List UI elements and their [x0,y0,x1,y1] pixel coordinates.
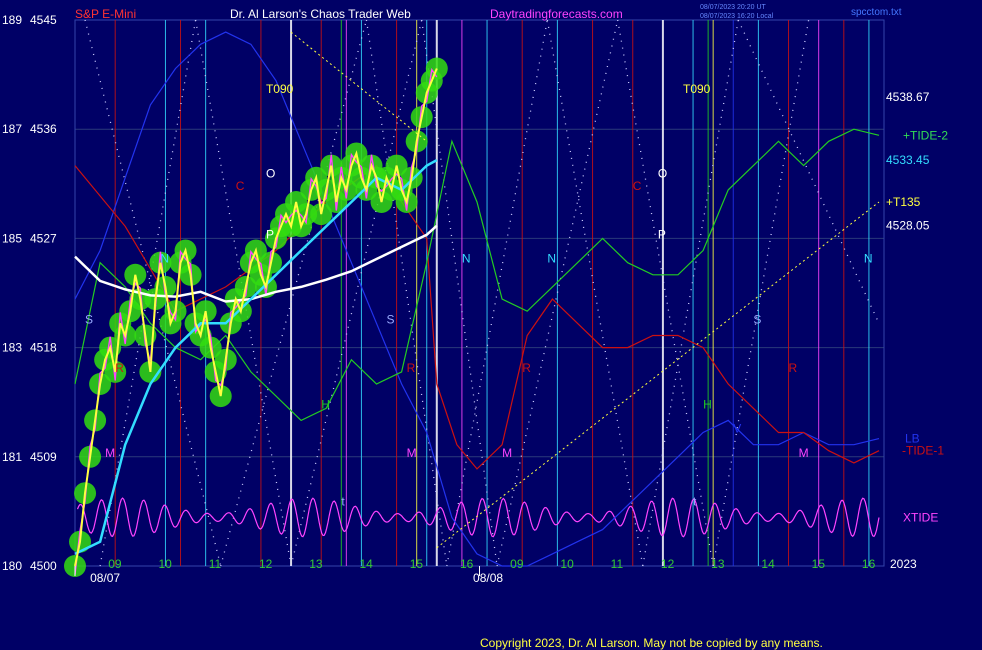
price-bars [74,67,438,575]
chart-marker-label: N [160,252,169,266]
dotted-cycle-line [365,19,448,567]
chart-marker-label: C [236,179,245,193]
chart-marker-label: R [789,361,798,375]
x-date: 08/08 [473,571,503,585]
x-tick-hour: 14 [359,557,373,571]
y-tick-price: 4509 [30,450,57,464]
x-tick-hour: 16 [862,557,876,571]
x-tick-hour: 12 [661,557,675,571]
y-tick-angle: 180 [2,559,22,573]
timestamp-local: 08/07/2023 16:20 Local [700,13,774,20]
dotted-cycles [84,19,880,567]
xtide-line [76,497,880,538]
y-tick-angle: 187 [2,122,22,136]
chart-marker-label: S [85,312,93,326]
right-label: XTIDE [903,510,938,524]
x-tick-hour: 15 [410,557,424,571]
x-tick-hour: 14 [761,557,775,571]
data-filename: spcctom.txt [851,7,902,18]
chart-marker-label: N [547,252,556,266]
y-tick-angle: 181 [2,450,22,464]
x-tick-hour: 10 [158,557,172,571]
t135-line [436,201,880,549]
chart-marker-label: t [341,494,345,508]
x-tick-hour: 10 [560,557,574,571]
chart-marker-label: M [799,446,809,460]
dotted-cycle-line [446,19,548,567]
chart-marker-label: t [693,494,697,508]
x-tick-hour: 09 [510,557,524,571]
y-tick-price: 4536 [30,122,57,136]
series-white-average [74,224,438,303]
chart-marker-label: N [864,252,873,266]
timestamp-ut: 08/07/2023 20:20 UT [700,4,766,11]
chart-marker-label: R [522,361,531,375]
chart-marker-label: M [407,446,417,460]
x-tick-hour: 15 [812,557,826,571]
copyright: Copyright 2023, Dr. Al Larson. May not b… [480,636,823,650]
right-label: LB [905,432,920,446]
right-label: +TIDE-2 [903,128,948,142]
chart-marker-label: M [502,446,512,460]
axes: 189 4545 187 4536 185 4527 183 4518 181 4509 180 45… [2,13,917,585]
y-tick-angle: 189 [2,13,22,27]
chart-marker-label: V [733,422,741,436]
x-tick-hour: 09 [108,557,122,571]
y-tick-price: 4518 [30,341,57,355]
y-tick-price: 4545 [30,13,57,27]
x-tick-hour: 13 [309,557,323,571]
chart-marker-label: H [321,397,330,411]
chart-marker-label: M [105,446,115,460]
x-tick-hour: 16 [460,557,474,571]
site-link[interactable]: Daytradingforecasts.com [490,7,623,21]
chart-marker-label: H [703,397,712,411]
year-label: 2023 [890,557,917,571]
chart-marker-label: T090 [683,82,711,96]
chart-marker-label: S [387,312,395,326]
series-price [74,68,438,567]
y-tick-angle: 183 [2,341,22,355]
y-tick-price: 4500 [30,559,57,573]
x-tick-hour: 11 [209,557,222,571]
right-label: +T135 [886,195,921,209]
series-blue [74,31,880,567]
chart-marker-label: P [266,227,274,241]
chart-marker-label: O [658,167,667,181]
chart-marker-label: N [462,252,471,266]
t090-line [290,31,428,142]
chart-marker-label: R [407,361,416,375]
dotted-cycle-line [290,19,423,567]
right-label: 4538.67 [886,90,930,104]
series-lines [64,31,880,577]
site-title: Dr. Al Larson's Chaos Trader Web [230,7,411,21]
chart-marker-label: T090 [266,82,294,96]
x-date: 08/07 [90,571,120,585]
chart-marker-label: C [633,179,642,193]
chart-marker-label: S [753,312,761,326]
chart-marker-label: O [266,167,275,181]
instrument-title: S&P E-Mini [75,7,136,21]
x-tick-hour: 12 [259,557,273,571]
chart-marker-label: R [115,361,124,375]
chart-labels: T090 T090 O O P P C C N N N N S S S R R R R M M M M H Ht t V 4538.6… [85,82,948,525]
x-tick-hour: 11 [611,557,624,571]
x-tick-hour: 13 [711,557,725,571]
y-tick-angle: 185 [2,231,22,245]
right-label: 4533.45 [886,153,930,167]
right-label: 4528.05 [886,219,930,233]
y-tick-price: 4527 [30,231,57,245]
chart-marker-label: P [658,227,666,241]
right-label: -TIDE-1 [902,444,944,458]
dotted-cycle-line [421,19,498,567]
